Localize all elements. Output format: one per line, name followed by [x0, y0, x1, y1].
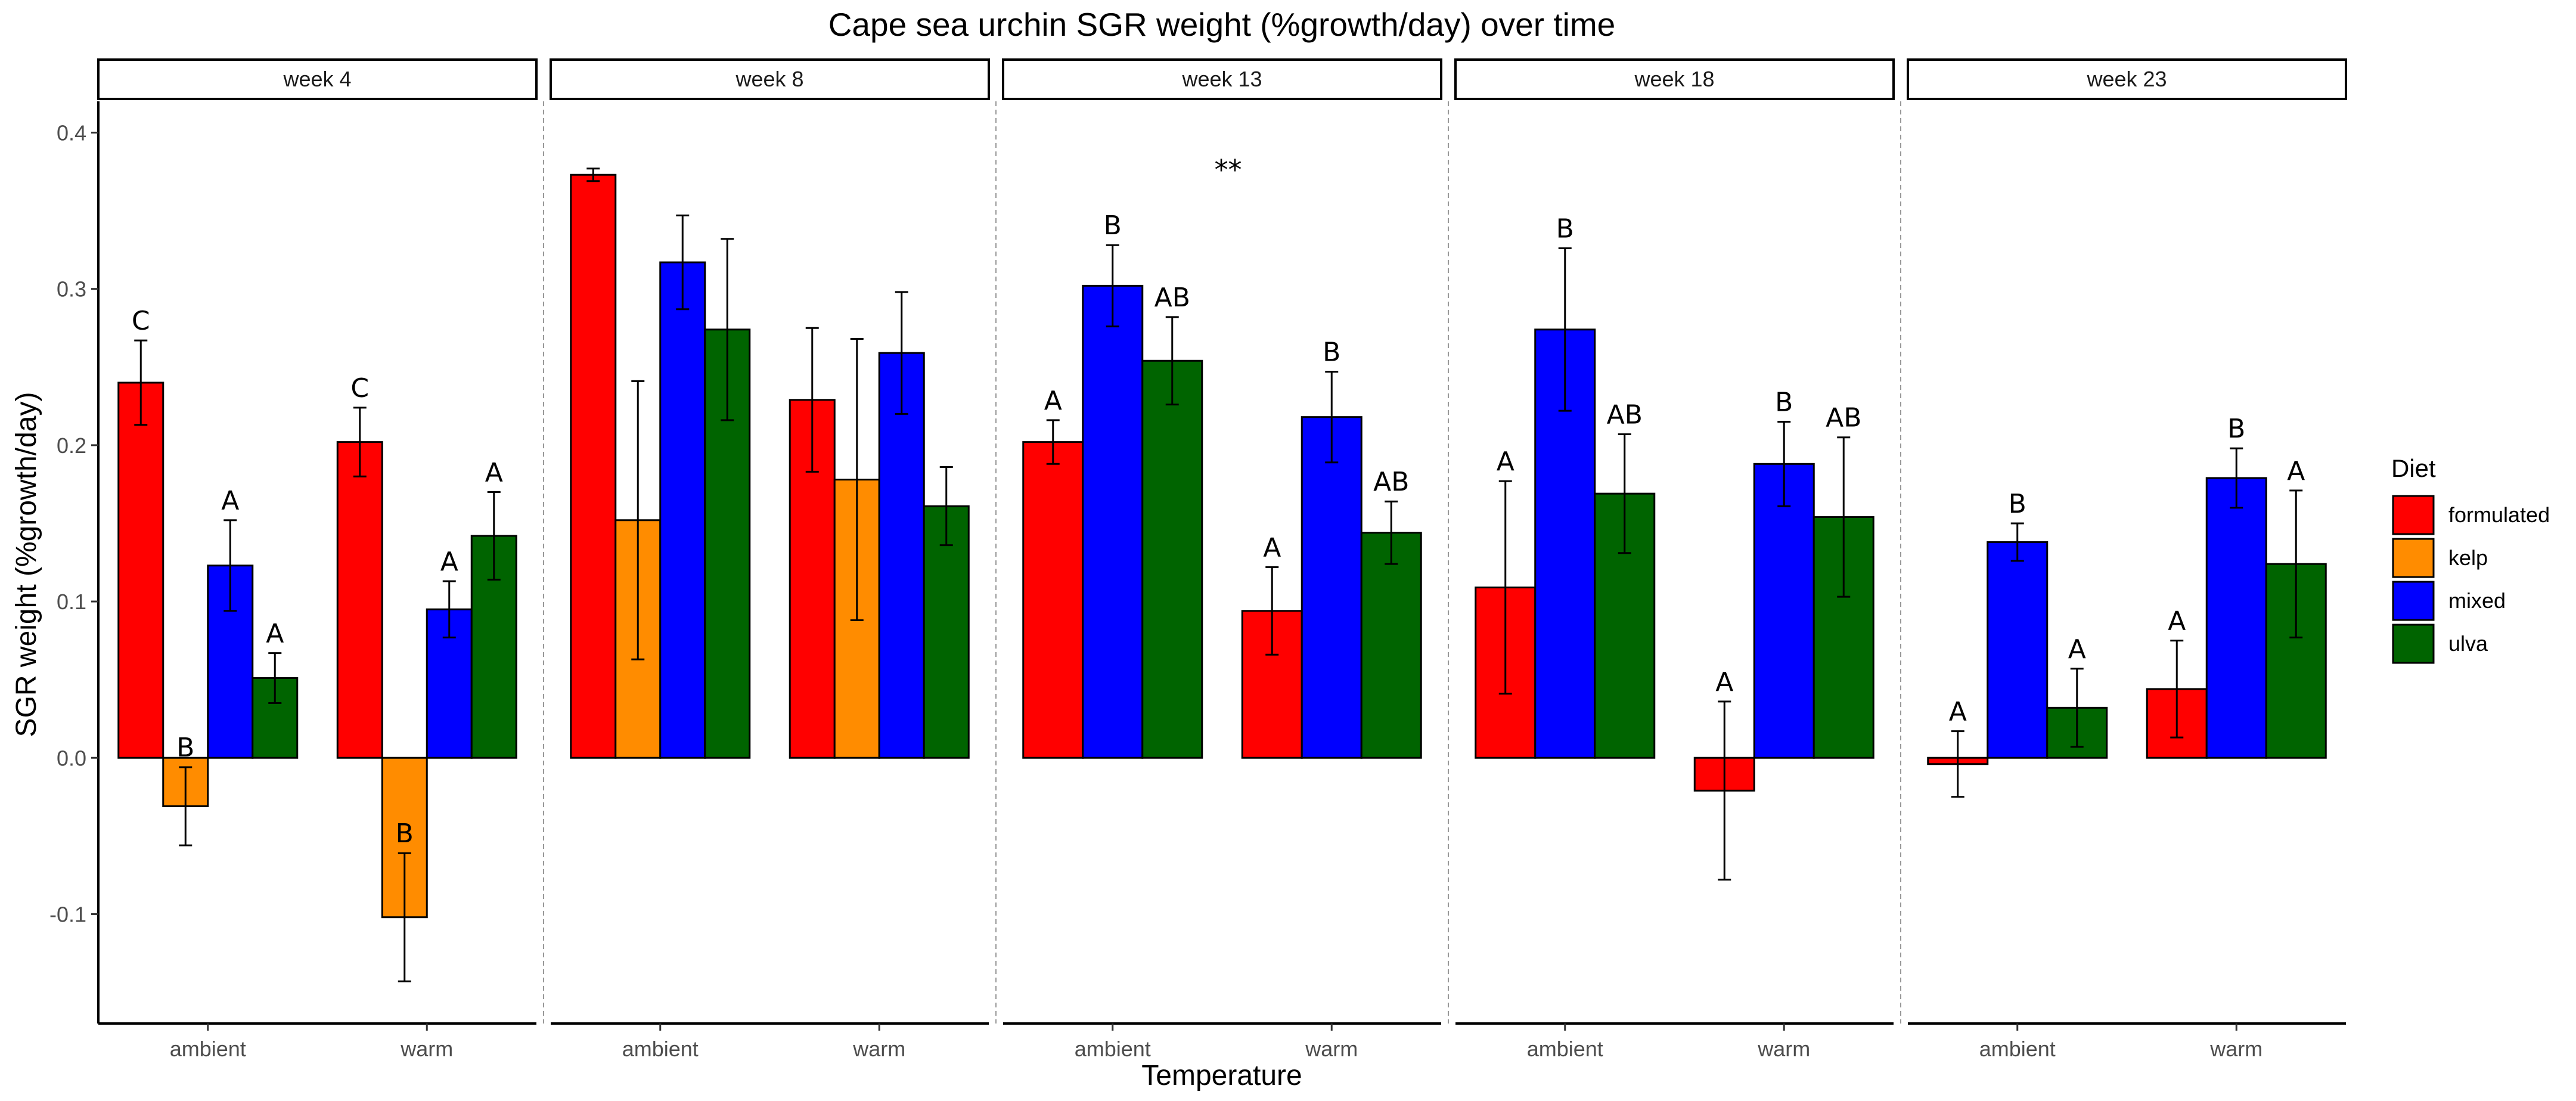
significance-letter: B [176, 733, 194, 763]
bar-formulated [117, 382, 165, 759]
chart-title: Cape sea urchin SGR weight (%growth/day)… [828, 6, 1616, 43]
x-axis-label: Temperature [1141, 1060, 1302, 1091]
significance-letter: A [221, 486, 239, 516]
bar-mixed [2205, 477, 2267, 759]
x-tick-label: ambient [1527, 1037, 1603, 1061]
bar-mixed [878, 352, 925, 759]
y-tick-label: 0.3 [57, 277, 86, 302]
facet-panel: week 8 ambient warm [543, 58, 990, 1061]
significance-letter: B [1775, 387, 1793, 418]
significance-letter: B [2009, 489, 2026, 519]
legend-label-kelp: kelp [2448, 545, 2488, 570]
facet-strip [1454, 58, 1895, 100]
bar-formulated [1022, 441, 1084, 759]
bar-mixed [1753, 463, 1815, 759]
significance-letter: AB [1154, 283, 1190, 313]
facet-strip [550, 58, 990, 100]
legend-title: Diet [2391, 454, 2436, 482]
legend-swatch-kelp [2392, 538, 2435, 578]
significance-letter: C [132, 306, 150, 336]
bar-mixed [1301, 416, 1363, 759]
x-tick-label: ambient [1075, 1037, 1151, 1061]
x-tick-label: warm [1757, 1037, 1810, 1061]
significance-letter: A [1497, 446, 1514, 477]
facet-strip-label: week 13 [1181, 67, 1262, 91]
y-axis-label: SGR weight (%growth/day) [11, 392, 42, 737]
y-tick-label: 0.1 [57, 590, 86, 614]
legend-swatch-ulva [2392, 624, 2435, 664]
y-tick-label: 0.0 [57, 746, 86, 770]
significance-letter: B [1323, 337, 1340, 368]
significance-letter: AB [1607, 399, 1643, 430]
x-tick-label: warm [2209, 1037, 2262, 1061]
significance-letter: A [2168, 606, 2186, 637]
legend-label-mixed: mixed [2448, 588, 2506, 613]
y-tick-label: 0.4 [57, 120, 86, 145]
x-tick-label: warm [852, 1037, 905, 1061]
bar-formulated [336, 441, 383, 759]
significance-letter: AB [1373, 467, 1409, 497]
bar-mixed [659, 261, 706, 759]
bar-ulva [1141, 359, 1203, 759]
significance-letter: A [1044, 386, 1062, 416]
x-tick-label: ambient [622, 1037, 699, 1061]
x-tick-label: warm [400, 1037, 453, 1061]
y-tick-label: -0.1 [49, 902, 86, 926]
bar-formulated [570, 173, 617, 759]
y-axis: -0.1 0.0 0.1 0.2 0.3 0.4 [49, 101, 100, 1024]
significance-letter: A [2287, 456, 2305, 486]
legend-label-formulated: formulated [2448, 503, 2550, 527]
significance-letter: A [266, 619, 284, 649]
legend-swatch-formulated [2392, 495, 2435, 535]
x-tick-label: warm [1305, 1037, 1358, 1061]
facet-strip-label: week 23 [2086, 67, 2167, 91]
significance-letter: B [1104, 210, 1122, 241]
y-tick-label: 0.2 [57, 433, 86, 458]
legend-swatch-mixed [2392, 581, 2435, 621]
facet-strip [1002, 58, 1442, 100]
facet-strip [97, 58, 538, 100]
legend-label-ulva: ulva [2448, 631, 2488, 656]
facet-strip-label: week 8 [735, 67, 803, 91]
significance-letter: AB [1826, 403, 1861, 433]
significance-letter: A [2068, 634, 2086, 665]
significance-letter: C [350, 373, 369, 404]
significance-letter: B [1556, 213, 1574, 244]
legend: Diet formulated kelp mixed ulva [2391, 454, 2550, 664]
bar-mixed [1082, 284, 1144, 759]
bar-mixed [1987, 541, 2049, 759]
significance-letter: B [2227, 414, 2245, 444]
significance-letter: A [1263, 532, 1281, 563]
facet-strip-label: week 4 [283, 67, 351, 91]
x-tick-label: ambient [1979, 1037, 2056, 1061]
significance-letter: B [396, 818, 414, 849]
significance-letter: A [440, 547, 458, 577]
significance-letter: A [1715, 667, 1733, 697]
significance-annotation: ** [1215, 154, 1242, 186]
facet-strip [1907, 58, 2347, 100]
x-tick-label: ambient [170, 1037, 246, 1061]
significance-letter: A [485, 458, 503, 488]
significance-letter: A [1949, 697, 1967, 727]
facet-strip-label: week 18 [1634, 67, 1714, 91]
bar-ulva [923, 505, 970, 759]
bar-ulva [1360, 532, 1422, 759]
